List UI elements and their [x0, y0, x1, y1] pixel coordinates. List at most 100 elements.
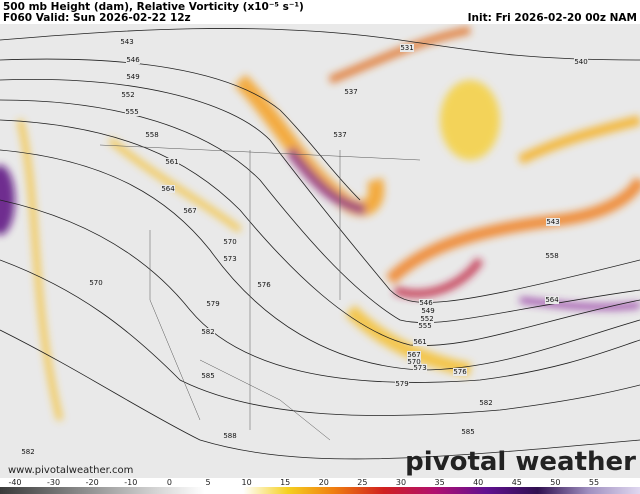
contour-label: 585: [461, 428, 474, 436]
colorbar-ticks: -40 -30 -20 -10 0 5 10 15 20 25 30 35 40 45 50 55: [8, 478, 599, 487]
contour-label: 552: [121, 91, 134, 99]
contour-label-bg: [344, 88, 358, 96]
contour-label-bg: [479, 399, 493, 407]
contour-label: 555: [125, 108, 138, 116]
watermark: www.pivotalweather.com: [8, 465, 133, 476]
colorbar: [0, 487, 640, 494]
contour-label-bg: [461, 428, 475, 436]
contour-label: 585: [201, 372, 214, 380]
contour-label-bg: [206, 300, 220, 308]
contour-label: 546: [419, 299, 433, 307]
colorbar-tick-label: -30: [47, 478, 60, 487]
contour-label-bg: [257, 281, 271, 289]
contour-label: 558: [545, 252, 558, 260]
contour-label-bg: [145, 131, 159, 139]
contour-label: 570: [407, 358, 420, 366]
contour-label-bg: [400, 44, 414, 52]
contour-label-bg: [125, 108, 139, 116]
colorbar-tick-label: 10: [242, 478, 252, 487]
contour-labels: 5435465495525555585615645675705735765795…: [21, 38, 588, 456]
contour-label: 570: [89, 279, 102, 287]
contour-label-bg: [223, 432, 237, 440]
contour-label-bg: [418, 322, 432, 330]
contour-label-bg: [223, 255, 237, 263]
contour-label: 561: [165, 158, 178, 166]
contour-label-bg: [407, 358, 421, 366]
contour-label: 564: [161, 185, 175, 193]
contour-label-bg: [420, 315, 434, 323]
contour-label-bg: [126, 73, 140, 81]
colorbar-tick-label: -40: [8, 478, 21, 487]
colorbar-tick-label: 40: [473, 478, 483, 487]
contour-label-bg: [421, 307, 435, 315]
contour-label-bg: [453, 368, 467, 376]
contour-label: 537: [333, 131, 346, 139]
contour-label-bg: [21, 448, 35, 456]
contour-label: 588: [223, 432, 236, 440]
contour-label: 558: [145, 131, 158, 139]
colorbar-tick-label: 5: [205, 478, 210, 487]
contour-label-bg: [120, 38, 134, 46]
colorbar-tick-label: -10: [124, 478, 137, 487]
colorbar-tick-label: 35: [435, 478, 445, 487]
colorbar-tick-label: 0: [167, 478, 172, 487]
header-bar: [0, 0, 640, 24]
contour-label: 567: [183, 207, 196, 215]
contour-label-bg: [545, 252, 559, 260]
colorbar-tick-label: -20: [86, 478, 99, 487]
contour-label: 531: [400, 44, 413, 52]
contour-label: 570: [223, 238, 236, 246]
contour-label-bg: [201, 328, 215, 336]
contour-label-bg: [395, 380, 409, 388]
colorbar-tick-label: 15: [280, 478, 290, 487]
contour-label: 567: [407, 351, 420, 359]
contour-label: 540: [574, 58, 587, 66]
contour-label: 543: [120, 38, 133, 46]
contour-label: 537: [344, 88, 357, 96]
map-title: 500 mb Height (dam), Relative Vorticity …: [3, 1, 304, 13]
contour-label-bg: [546, 218, 560, 226]
boundaries: [99, 144, 421, 441]
contour-label: 576: [257, 281, 271, 289]
contour-label-bg: [89, 279, 103, 287]
contour-label: 543: [546, 218, 559, 226]
contour-label: 573: [223, 255, 236, 263]
logo: pivotal weather: [405, 447, 636, 477]
contour-label-bg: [407, 351, 421, 359]
contour-label-bg: [121, 91, 135, 99]
contour-label-bg: [574, 58, 588, 66]
contour-label-bg: [333, 131, 347, 139]
contour-label-bg: [413, 364, 427, 372]
colorbar-tick-label: 25: [357, 478, 367, 487]
contour-label-bg: [201, 372, 215, 380]
contour-label: 561: [413, 338, 426, 346]
contour-label: 564: [545, 296, 559, 304]
contour-label: 555: [418, 322, 431, 330]
contour-label: 582: [21, 448, 34, 456]
valid-time: F060 Valid: Sun 2026-02-22 12z: [3, 12, 191, 24]
contour-label-bg: [183, 207, 197, 215]
contour-label-bg: [545, 296, 559, 304]
contour-label-bg: [223, 238, 237, 246]
contour-label-bg: [165, 158, 179, 166]
contour-label: 582: [479, 399, 492, 407]
contour-label: 549: [421, 307, 434, 315]
contour-label-bg: [419, 299, 433, 307]
colorbar-tick-label: 45: [512, 478, 522, 487]
colorbar-tick-label: 30: [396, 478, 406, 487]
init-time: Init: Fri 2026-02-20 00z NAM: [468, 12, 637, 24]
contour-label: 546: [126, 56, 140, 64]
colorbar-tick-label: 20: [319, 478, 329, 487]
contour-label: 579: [206, 300, 219, 308]
contour-label-bg: [413, 338, 427, 346]
colorbar-tick-label: 55: [589, 478, 599, 487]
contour-label: 573: [413, 364, 426, 372]
contour-label: 579: [395, 380, 408, 388]
contour-label-bg: [126, 56, 140, 64]
contour-label-bg: [161, 185, 175, 193]
contour-label: 549: [126, 73, 139, 81]
contour-label: 582: [201, 328, 214, 336]
colorbar-tick-label: 50: [550, 478, 560, 487]
